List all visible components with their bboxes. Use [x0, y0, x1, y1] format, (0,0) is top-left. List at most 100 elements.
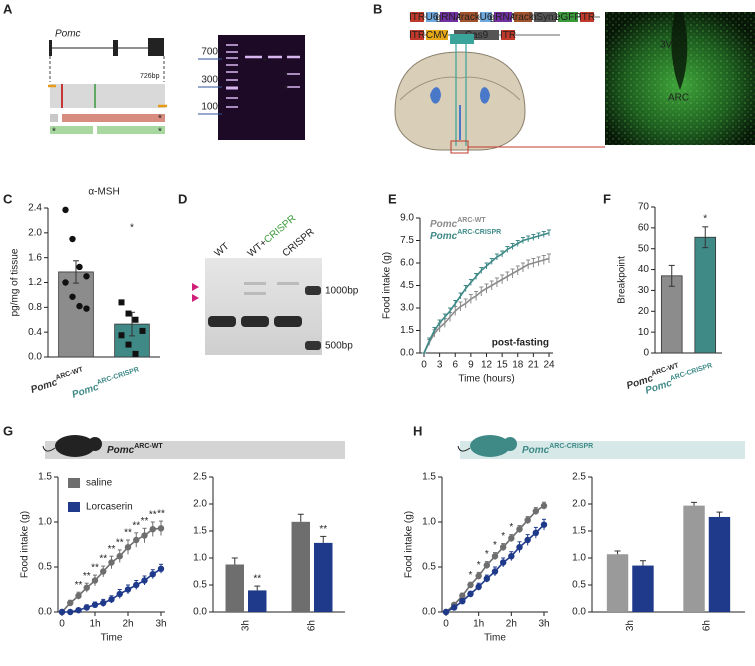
data-point	[132, 316, 139, 323]
banner-label-base: Pomc	[522, 445, 550, 456]
category-label-superscript: ARC-CRISPR	[96, 366, 140, 386]
significance-label: **	[99, 554, 107, 565]
significance-label: **	[149, 510, 157, 521]
banner-label: PomcARC-CRISPR	[522, 443, 593, 456]
data-point	[125, 341, 132, 348]
y-tick-label: 50	[638, 243, 650, 254]
y-tick-label: 0.0	[422, 607, 436, 618]
y-tick-label: 1.0	[572, 553, 586, 564]
construct-element	[501, 30, 515, 40]
mouse-head	[503, 437, 517, 451]
mouse-body	[55, 435, 95, 457]
y-tick-label: 0.0	[400, 348, 414, 359]
data-point	[149, 571, 156, 578]
y-tick-label: 1.0	[38, 517, 52, 528]
data-point	[157, 525, 165, 532]
legend-entry-base: Pomc	[430, 231, 458, 242]
construct-label: CMV	[426, 30, 449, 41]
data-point	[91, 577, 99, 584]
data-point	[139, 327, 146, 334]
data-point	[450, 604, 458, 611]
legend-entry: PomcARC-CRISPR	[430, 229, 501, 242]
y-tick-label: 20	[638, 306, 650, 317]
data-point	[133, 536, 140, 544]
x-tick-label: 3	[437, 360, 443, 371]
data-point	[499, 544, 507, 551]
x-tick-label: 12	[481, 360, 493, 371]
bar	[708, 516, 731, 612]
legend-entry: PomcARC-WT	[430, 217, 486, 230]
data-point	[459, 598, 466, 605]
y-tick-label: 1.0	[422, 517, 436, 528]
significance-label: **	[124, 528, 132, 539]
fragment	[62, 114, 165, 122]
panel-label: A	[3, 1, 13, 16]
construct-label: hSyn1	[531, 12, 560, 23]
legend-entry-base: Pomc	[430, 219, 458, 230]
y-axis-label: pg/mg of tissue	[10, 248, 21, 316]
asterisk: *	[158, 114, 162, 125]
bar	[632, 565, 654, 612]
x-tick-label: 3h	[155, 619, 166, 630]
construct-element	[558, 12, 578, 22]
ventricle	[430, 87, 441, 104]
data-point	[100, 568, 107, 575]
x-tick-label: 18	[512, 360, 524, 371]
panel-label: C	[3, 191, 13, 206]
construct-element	[460, 12, 478, 22]
construct-element	[454, 30, 499, 40]
annotation: *	[130, 223, 134, 234]
y-tick-label: 2.5	[193, 472, 207, 483]
data-point	[76, 263, 83, 271]
construct-label: gRNA	[436, 12, 463, 23]
y-tick-label: 9.0	[400, 213, 414, 224]
band-marker	[192, 294, 199, 302]
brain-outline	[399, 76, 521, 101]
ladder-labels: 700 300 100	[201, 47, 218, 113]
x-axis-label: Time	[101, 633, 123, 644]
legend-entry: saline	[86, 478, 113, 489]
y-tick-label: 2.0	[193, 499, 207, 510]
y-tick-label: 4.5	[400, 280, 414, 291]
mouse-tail	[42, 445, 56, 452]
y-tick-label: 10	[638, 327, 650, 338]
data-point	[524, 536, 531, 544]
data-point	[149, 526, 156, 533]
bar	[248, 590, 267, 612]
data-point	[491, 553, 499, 560]
gel-band	[208, 316, 236, 327]
x-tick-label: 1h	[89, 619, 100, 630]
construct-element	[410, 12, 424, 22]
banner-label-superscript: ARC-WT	[134, 443, 163, 450]
data-point	[116, 590, 123, 598]
data-point	[132, 350, 139, 357]
y-tick-label: 1.5	[400, 325, 414, 336]
construct-element	[494, 12, 512, 22]
x-tick-label: 0	[443, 619, 449, 630]
data-point	[125, 310, 132, 317]
exon	[113, 40, 118, 56]
data-point	[508, 535, 515, 542]
significance-label: **	[319, 524, 327, 535]
data-point	[108, 559, 115, 566]
ladder-label: 300	[201, 75, 218, 86]
data-point	[540, 521, 548, 528]
significance-label: **	[132, 520, 140, 531]
y-tick-label: 0.0	[38, 607, 52, 618]
banner-label: PomcARC-WT	[107, 443, 163, 456]
construct-label: ITR	[500, 30, 516, 41]
panel-label: H	[413, 423, 422, 438]
y-tick-label: 1.6	[28, 252, 42, 263]
legend-swatch	[68, 502, 80, 512]
construct-element	[580, 12, 594, 22]
gel-bands	[226, 44, 300, 108]
y-axis-label: Food intake (g)	[20, 511, 31, 578]
category-label: 6h	[701, 620, 712, 631]
y-tick-label: 1.0	[193, 553, 207, 564]
y-tick-label: 0.5	[38, 562, 52, 573]
ladder-band	[305, 286, 321, 295]
legend-entry-superscript: ARC-WT	[457, 217, 486, 224]
y-tick-label: 6.0	[400, 258, 414, 269]
mouse-body	[470, 435, 510, 457]
data-point	[67, 599, 74, 607]
